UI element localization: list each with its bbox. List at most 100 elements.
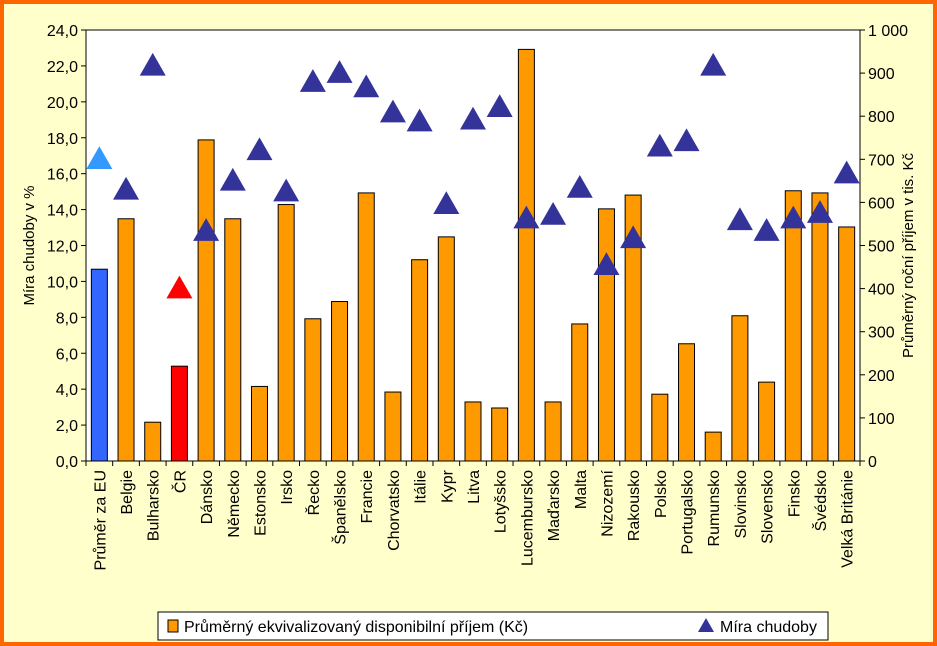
poverty-rate-marker [86,146,113,170]
income-bar [784,190,802,462]
category-label: Estonsko [252,470,269,536]
left-tick-label: 24,0 [47,23,78,40]
category-label: Německo [226,470,243,538]
category-label: Chorvatsko [386,470,403,551]
poverty-rate-marker [486,94,513,117]
income-bar [464,401,482,462]
legend-box [157,611,829,641]
income-bar [197,139,215,462]
income-bar [170,365,188,462]
category-label: Belgie [119,470,136,515]
income-bar [811,192,829,462]
poverty-rate-marker [246,137,273,161]
poverty-rate-marker [193,218,220,241]
category-label: Lucembursko [519,470,536,566]
poverty-rate-marker [139,52,166,76]
poverty-rate-marker [406,108,433,132]
poverty-rate-marker [379,99,406,123]
right-tick-label: 1 000 [868,23,908,40]
income-bar [277,204,295,462]
poverty-rate-marker [513,205,540,229]
poverty-rate-marker [673,128,700,152]
right-tick-label: 200 [868,368,895,385]
income-bar [544,401,562,462]
income-bar [357,192,375,462]
category-label: Slovensko [760,470,777,544]
left-tick-label: 12,0 [47,239,78,256]
right-tick-label: 400 [868,282,895,299]
right-tick-label: 900 [868,66,895,83]
income-bar [331,301,349,462]
poverty-rate-marker [540,201,567,225]
category-label: Švédsko [811,470,830,531]
poverty-rate-marker [593,252,620,276]
category-label: Dánsko [199,470,216,524]
category-label: Finsko [786,470,803,517]
category-label: Slovinsko [733,470,750,539]
poverty-rate-marker [566,175,593,198]
income-bar [304,318,322,462]
category-label: Itálie [413,470,430,504]
income-bar [90,268,108,462]
category-label: Maďarsko [546,470,563,541]
income-bar [571,323,589,462]
category-label: Průměr za EU [91,470,109,570]
poverty-rate-marker [299,69,326,92]
income-bar [437,236,455,462]
left-tick-label: 2,0 [56,418,78,435]
income-bar [704,431,722,462]
poverty-rate-marker [113,176,140,200]
left-tick-label: 18,0 [47,131,78,148]
income-bar [144,421,162,462]
poverty-rate-marker [326,60,353,83]
category-label: Polsko [653,470,670,518]
right-tick-label: 500 [868,239,895,256]
income-bar [624,194,642,462]
poverty-rate-marker [620,225,647,249]
income-bar [384,391,402,462]
left-tick-label: 4,0 [56,382,78,399]
left-tick-label: 10,0 [47,274,78,291]
poverty-rate-marker [166,275,193,299]
category-label: Malta [573,470,590,509]
poverty-rate-marker [700,52,727,76]
poverty-rate-marker [726,207,753,231]
category-label: Lotyšsko [493,470,510,533]
income-bar [411,259,429,462]
category-label: Nizozemí [599,469,616,536]
right-tick-label: 300 [868,325,895,342]
income-bar [491,407,509,462]
left-tick-label: 20,0 [47,95,78,112]
poverty-rate-marker [780,205,807,229]
right-tick-label: 0 [868,454,877,471]
income-bar [250,385,268,462]
legend-bar-swatch [167,619,179,633]
category-label: Francie [359,470,376,523]
category-label: Velká Británie [840,470,857,568]
poverty-rate-marker [433,191,460,214]
income-bar [838,226,856,462]
income-bar [517,48,535,462]
right-tick-label: 700 [868,152,895,169]
poverty-rate-marker [353,74,380,98]
category-label: Portugalsko [680,470,697,555]
plot-area [85,29,861,462]
left-tick-label: 14,0 [47,203,78,220]
income-bar [597,208,615,462]
category-label: Kypr [439,469,456,503]
left-tick-label: 16,0 [47,167,78,184]
legend-bar-label: Průměrný ekvivalizovaný disponibilní pří… [184,618,528,636]
left-tick-label: 22,0 [47,59,78,76]
left-tick-label: 8,0 [56,310,78,327]
poverty-rate-marker [646,133,673,157]
right-tick-label: 800 [868,109,895,126]
category-label: Rakousko [626,470,643,541]
left-tick-label: 0,0 [56,454,78,471]
income-bar [224,218,242,462]
category-label: Bulharsko [146,470,163,541]
income-bar [678,343,696,462]
income-bar [651,393,669,462]
poverty-rate-marker [833,160,860,184]
legend-triangle-label: Míra chudoby [720,619,817,636]
